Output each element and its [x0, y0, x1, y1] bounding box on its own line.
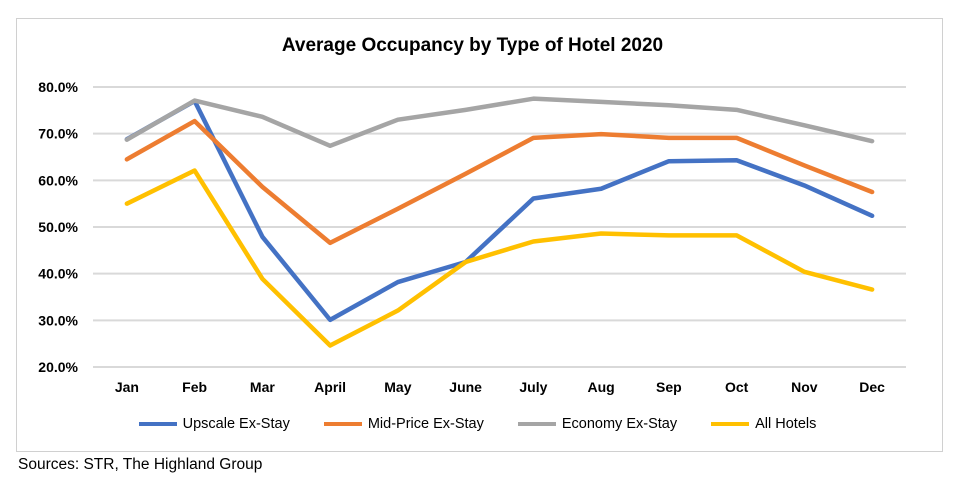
x-tick-label: Feb [182, 379, 207, 395]
legend-label: Mid-Price Ex-Stay [367, 416, 484, 432]
x-tick-label: Sep [656, 379, 682, 395]
y-tick-label: 60.0% [38, 172, 78, 188]
x-tick-label: Mar [250, 379, 275, 395]
legend-label: Economy Ex-Stay [561, 416, 678, 432]
legend-swatch [323, 422, 362, 426]
y-tick-label: 70.0% [38, 126, 78, 142]
legend-swatch [517, 422, 556, 426]
y-tick-label: 80.0% [38, 79, 78, 95]
x-tick-label: July [519, 379, 547, 395]
series-line-economy-ex-stay [124, 96, 875, 149]
legend-swatch [138, 422, 177, 426]
y-tick-label: 20.0% [38, 359, 78, 375]
series-line-upscale-ex-stay [124, 98, 875, 323]
x-tick-label: June [449, 379, 482, 395]
legend: Upscale Ex-Stay Mid-Price Ex-Stay Economy … [0, 416, 955, 432]
y-tick-label: 40.0% [38, 266, 78, 282]
chart-frame [16, 18, 943, 452]
legend-item: Upscale Ex-Stay [138, 416, 290, 432]
x-tick-label: Dec [859, 379, 885, 395]
legend-item: All Hotels [711, 416, 816, 432]
x-tick-label: May [384, 379, 411, 395]
legend-label: All Hotels [755, 416, 817, 432]
x-tick-label: April [314, 379, 346, 395]
series-line-all-hotels [124, 168, 875, 348]
legend-swatch [711, 422, 750, 426]
source-note: Sources: STR, The Highland Group [18, 456, 263, 473]
x-tick-label: Oct [725, 379, 749, 395]
series-line-mid-price-ex-stay [124, 118, 875, 246]
x-tick-label: Aug [588, 379, 615, 395]
y-tick-label: 50.0% [38, 219, 78, 235]
legend-item: Mid-Price Ex-Stay [323, 416, 484, 432]
legend-label: Upscale Ex-Stay [182, 416, 290, 432]
x-tick-label: Nov [791, 379, 818, 395]
legend-item: Economy Ex-Stay [517, 416, 678, 432]
chart-title: Average Occupancy by Type of Hotel 2020 [281, 35, 664, 56]
x-tick-label: Jan [115, 379, 139, 395]
y-tick-label: 30.0% [38, 312, 78, 328]
